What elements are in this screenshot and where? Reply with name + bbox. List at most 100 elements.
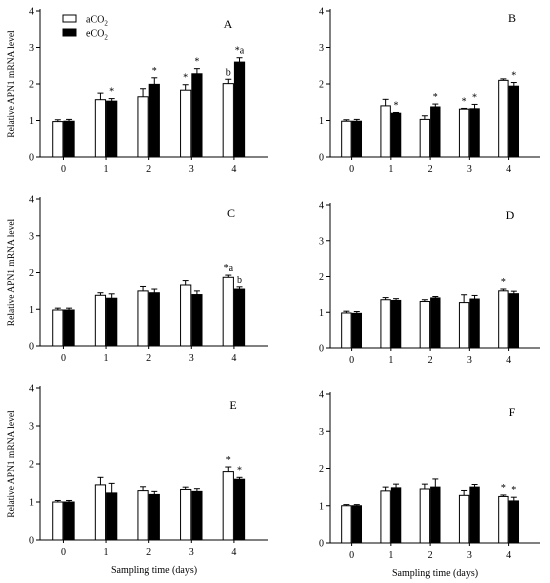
- panel-letter: E: [229, 398, 236, 412]
- x-tick-label: 2: [428, 355, 433, 366]
- bar-aco2: [222, 83, 234, 158]
- y-tick-label: 0: [29, 153, 34, 164]
- y-tick-label: 2: [319, 272, 324, 283]
- bar-eco2: [390, 112, 402, 158]
- bar-eco2: [106, 492, 118, 541]
- legend-label-subscript: 2: [104, 20, 108, 28]
- panel-letter: D: [506, 208, 515, 222]
- x-tick-label: 2: [428, 164, 433, 175]
- bar-eco2: [351, 120, 363, 158]
- x-tick-label: 4: [506, 355, 511, 366]
- bar-aco2: [137, 290, 149, 347]
- y-tick-label: 4: [319, 390, 324, 401]
- bar-eco2: [63, 309, 75, 347]
- x-tick-label: 3: [189, 547, 194, 558]
- x-tick-label: 3: [189, 353, 194, 364]
- significance-label: *: [472, 92, 477, 103]
- x-tick-label: 1: [388, 164, 393, 175]
- legend-label-subscript: 2: [104, 34, 108, 42]
- legend-label: aCO2: [86, 15, 108, 28]
- bar-eco2: [233, 478, 246, 541]
- y-tick-label: 4: [29, 195, 34, 206]
- x-axis-label: Sampling time (days): [392, 568, 478, 579]
- significance-label: *: [462, 96, 467, 107]
- bar-aco2: [180, 89, 192, 158]
- bar-eco2: [469, 486, 480, 544]
- x-tick-label: 0: [61, 547, 66, 558]
- y-tick-label: 4: [319, 201, 324, 212]
- x-tick-label: 2: [146, 547, 151, 558]
- bar-aco2: [94, 99, 107, 158]
- y-tick-label: 4: [319, 7, 324, 18]
- legend-label: eCO2: [86, 29, 108, 42]
- bar-eco2: [106, 297, 118, 347]
- bar-eco2: [148, 83, 160, 158]
- y-tick-label: 0: [319, 153, 324, 164]
- x-tick-label: 4: [231, 353, 236, 364]
- bar-eco2: [63, 120, 75, 158]
- bar-eco2: [191, 73, 203, 158]
- bar-eco2: [233, 61, 246, 158]
- chart-panel-e: 0 1 2 3 4 0 1 2 3 4 * * E Relative APN1 mRNA level Sam…: [7, 384, 268, 576]
- y-tick-label: 3: [319, 427, 324, 438]
- significance-label: *: [226, 455, 231, 466]
- y-tick-label: 2: [319, 464, 324, 475]
- bar-aco2: [341, 120, 352, 158]
- y-tick-label: 3: [29, 231, 34, 242]
- chart-panel-f: 0 1 2 3 4 0 1 2 3 4 * * F Sampling time (days): [319, 390, 540, 579]
- y-tick-label: 2: [29, 268, 34, 279]
- bar-aco2: [419, 118, 431, 158]
- x-tick-label: 1: [104, 164, 109, 175]
- legend-label-main: eCO: [86, 29, 104, 40]
- bar-eco2: [233, 288, 246, 347]
- panel-letter: A: [224, 17, 233, 31]
- bar-aco2: [458, 494, 470, 544]
- significance-label: *a: [224, 263, 234, 274]
- bar-aco2: [180, 488, 192, 541]
- y-tick-label: 1: [29, 116, 34, 127]
- x-tick-label: 2: [146, 353, 151, 364]
- bar-aco2: [341, 312, 352, 349]
- bar-aco2: [137, 490, 149, 541]
- legend-swatch-eco2: [62, 28, 77, 37]
- bar-aco2: [498, 79, 509, 158]
- y-tick-label: 1: [319, 501, 324, 512]
- bar-eco2: [390, 299, 402, 349]
- y-tick-label: 1: [29, 498, 34, 509]
- panel-letter: B: [508, 11, 516, 25]
- x-tick-label: 4: [231, 164, 236, 175]
- y-tick-label: 0: [29, 536, 34, 547]
- y-tick-label: 0: [29, 342, 34, 353]
- y-tick-label: 0: [319, 344, 324, 355]
- significance-label: *a: [235, 46, 245, 57]
- y-tick-label: 3: [29, 43, 34, 54]
- significance-label: *: [152, 66, 157, 77]
- x-tick-label: 1: [388, 355, 393, 366]
- bar-aco2: [180, 284, 192, 347]
- panel-letter: F: [509, 405, 516, 419]
- x-tick-label: 1: [104, 353, 109, 364]
- bar-eco2: [390, 487, 402, 544]
- x-tick-label: 0: [349, 164, 354, 175]
- bar-eco2: [351, 505, 363, 544]
- bar-eco2: [106, 100, 118, 158]
- significance-label: b: [226, 67, 231, 78]
- bar-aco2: [419, 301, 431, 349]
- bar-aco2: [222, 276, 234, 347]
- significance-label: *: [511, 71, 516, 82]
- bar-eco2: [469, 298, 480, 349]
- y-tick-label: 2: [29, 460, 34, 471]
- y-tick-label: 4: [29, 384, 34, 395]
- bar-aco2: [222, 471, 234, 541]
- bar-eco2: [148, 493, 160, 541]
- bar-eco2: [148, 292, 160, 347]
- y-tick-label: 0: [319, 539, 324, 550]
- x-tick-label: 0: [61, 164, 66, 175]
- bar-aco2: [52, 309, 64, 347]
- significance-label: *: [394, 100, 399, 111]
- x-axis-label: Sampling time (days): [111, 565, 197, 576]
- chart-panel-c: 0 1 2 3 4 0 1 2 3 4 *ab C Relative APN1 mRNA level: [7, 195, 268, 364]
- bar-aco2: [458, 302, 470, 349]
